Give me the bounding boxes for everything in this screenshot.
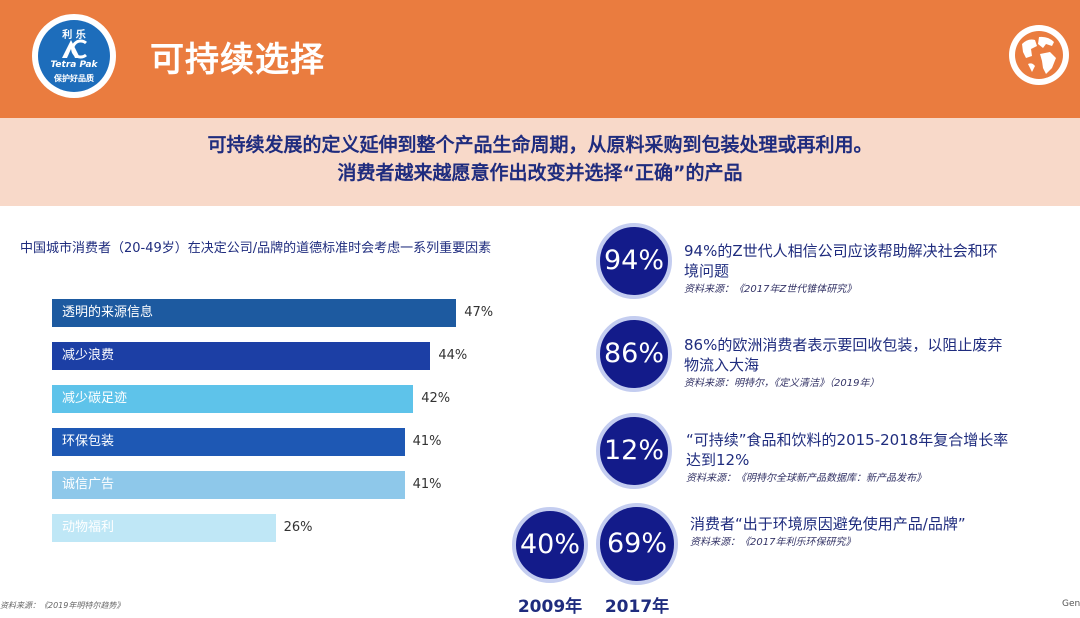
comparison-circle-2009: 40% [512, 507, 588, 583]
bar-category-label: 透明的来源信息 [62, 305, 154, 320]
stat-text-12: “可持续”食品和饮料的2015-2018年复合增长率达到12% [686, 431, 1009, 469]
year-label-2009: 2009年 [517, 597, 583, 617]
bar [52, 428, 405, 456]
bar-category-label: 动物福利 [62, 520, 115, 535]
bar [52, 299, 457, 327]
bar-value-label: 47% [464, 305, 494, 320]
bar-value-label: 42% [421, 391, 451, 406]
chart-title: 中国城市消费者（20-49岁）在决定公司/品牌的道德标准时会考虑一系列重要因素 [20, 241, 492, 256]
stat-text-69: 消费者“出于环境原因避免使用产品/品牌” [690, 515, 966, 533]
subtitle-line-1: 可持续发展的定义延伸到整个产品生命周期，从原料采购到包装处理或再利用。 [207, 134, 873, 156]
stat-text-86: 86%的欧洲消费者表示要回收包装，以阻止废弃物流入大海 [684, 336, 1003, 374]
bar-value-label: 41% [412, 477, 442, 492]
bar-value-label: 41% [412, 434, 442, 449]
stat-text-94: 94%的Z世代人相信公司应该帮助解决社会和环境问题 [684, 242, 998, 280]
subtitle-line-2: 消费者越来越愿意作出改变并选择“正确”的产品 [337, 162, 743, 184]
stat-source-12: 资料来源：《明特尔全球新产品数据库：新产品发布》 [686, 473, 926, 484]
page-title: 可持续选择 [150, 40, 325, 80]
logo-brand-name: Tetra Pak [50, 60, 98, 70]
stat-source-94: 资料来源：《2017年Z世代锥体研究》 [684, 284, 857, 295]
bar [52, 342, 431, 370]
stat-source-69: 资料来源：《2017年利乐环保研究》 [690, 537, 856, 548]
bar-category-label: 减少浪费 [62, 348, 115, 363]
globe-icon [1009, 25, 1069, 85]
logo-bottom-text: 保护好品质 [54, 74, 94, 83]
bar [52, 471, 405, 499]
tetra-pak-triangle-icon [62, 39, 87, 59]
footer-edge-text: Gen [1062, 599, 1080, 609]
bar-value-label: 44% [438, 348, 468, 363]
bar-category-label: 诚信广告 [62, 477, 115, 492]
stat-source-86: 资料来源：明特尔，《定义清洁》（2019年） [684, 378, 880, 389]
chart-source-note: 资料来源：《2019年明特尔趋势》 [0, 601, 125, 610]
bar-value-label: 26% [283, 520, 313, 535]
stat-circle-86: 86% [596, 316, 672, 392]
bar-category-label: 减少碳足迹 [62, 391, 128, 406]
tetra-pak-logo: 利 乐 Tetra Pak 保护好品质 [32, 14, 116, 98]
bar [52, 385, 414, 413]
stat-circle-12: 12% [596, 413, 672, 489]
year-label-2017: 2017年 [604, 597, 670, 617]
logo-top-text: 利 乐 [62, 30, 86, 41]
header-bar: 利 乐 Tetra Pak 保护好品质 可持续选择 [0, 0, 1080, 118]
stat-circle-94: 94% [596, 223, 672, 299]
bar [52, 514, 276, 542]
stat-circle-69: 69% [596, 503, 678, 585]
subtitle-band: 可持续发展的定义延伸到整个产品生命周期，从原料采购到包装处理或再利用。 消费者越… [0, 118, 1080, 206]
bar-category-label: 环保包装 [62, 434, 115, 449]
